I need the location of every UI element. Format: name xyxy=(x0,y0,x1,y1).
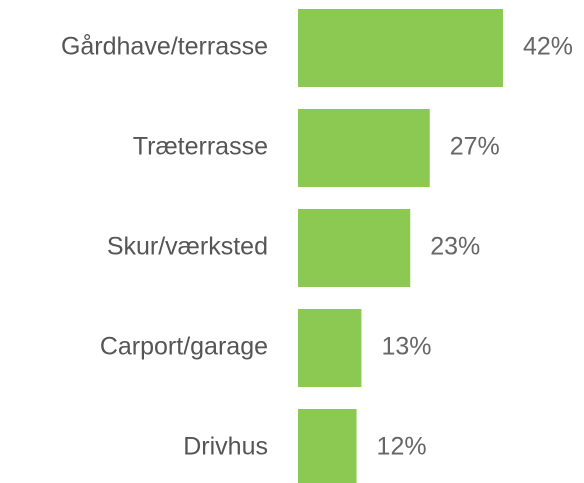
value-label: 13% xyxy=(381,333,431,361)
value-label: 23% xyxy=(430,233,480,261)
bar xyxy=(298,109,430,187)
category-label: Gårdhave/terrasse xyxy=(61,33,268,61)
category-label: Drivhus xyxy=(183,433,268,461)
value-label: 12% xyxy=(377,433,427,461)
value-label: 27% xyxy=(450,133,500,161)
category-label: Træterrasse xyxy=(133,133,268,161)
bar xyxy=(298,209,411,287)
bar xyxy=(298,309,362,387)
bar xyxy=(298,409,357,483)
bar xyxy=(298,9,503,87)
category-label: Carport/garage xyxy=(100,333,268,361)
category-label: Skur/værksted xyxy=(107,233,268,261)
value-label: 42% xyxy=(523,33,573,61)
